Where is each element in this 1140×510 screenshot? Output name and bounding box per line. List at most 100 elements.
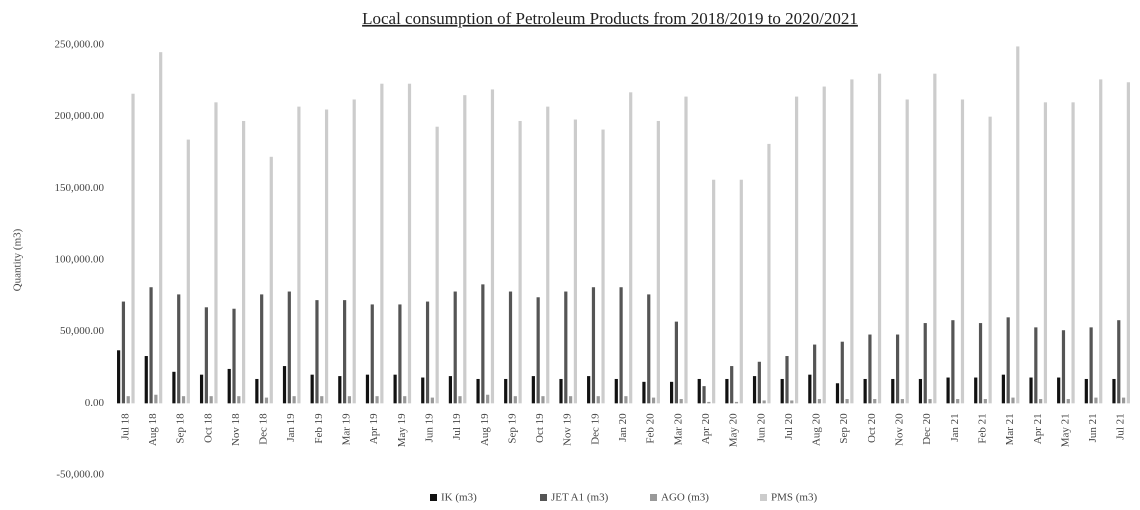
bar bbox=[601, 129, 605, 404]
bar bbox=[845, 399, 849, 404]
bar bbox=[320, 396, 324, 404]
bar bbox=[596, 396, 600, 404]
x-tick-label: Jan 20 bbox=[617, 413, 629, 442]
x-tick-label: Oct 20 bbox=[866, 413, 878, 443]
bar bbox=[121, 301, 126, 404]
x-tick-label: Jul 20 bbox=[783, 413, 795, 440]
bar bbox=[762, 400, 766, 404]
bar bbox=[983, 399, 987, 404]
bar bbox=[508, 291, 513, 404]
bar bbox=[697, 378, 701, 404]
x-tick-label: Apr 20 bbox=[700, 413, 712, 444]
bar bbox=[923, 323, 927, 404]
bar bbox=[863, 378, 867, 404]
bar bbox=[840, 341, 844, 404]
bar bbox=[398, 304, 402, 404]
x-tick-label: Dec 20 bbox=[921, 413, 933, 445]
bar bbox=[154, 394, 158, 404]
x-tick-label: Feb 19 bbox=[313, 413, 325, 444]
y-tick-label: -50,000.00 bbox=[56, 469, 104, 481]
bar bbox=[813, 344, 817, 404]
bar bbox=[767, 143, 771, 404]
bar bbox=[1006, 317, 1010, 404]
bar bbox=[315, 300, 319, 404]
bar bbox=[172, 371, 176, 404]
bar bbox=[458, 396, 462, 404]
legend-label: JET A1 (m3) bbox=[551, 492, 609, 504]
bar bbox=[790, 400, 794, 404]
bar bbox=[504, 378, 508, 404]
bar bbox=[629, 92, 633, 404]
bar bbox=[591, 287, 596, 404]
bar bbox=[425, 301, 430, 404]
bar bbox=[946, 377, 950, 404]
x-tick-label: Aug 18 bbox=[147, 413, 159, 446]
bar bbox=[725, 378, 729, 404]
x-tick-label: Nov 19 bbox=[562, 413, 574, 446]
bar bbox=[642, 381, 646, 404]
bar bbox=[905, 99, 909, 404]
bar bbox=[780, 378, 784, 404]
bar bbox=[564, 291, 568, 404]
bar bbox=[587, 376, 591, 404]
bar bbox=[513, 396, 517, 404]
bar bbox=[435, 126, 439, 404]
bar bbox=[933, 73, 937, 404]
bar bbox=[232, 308, 236, 404]
bar bbox=[227, 368, 231, 404]
bar bbox=[669, 381, 674, 404]
bar bbox=[734, 401, 739, 404]
y-tick-label: 250,000.00 bbox=[55, 39, 105, 51]
bar bbox=[486, 394, 490, 404]
bar bbox=[757, 361, 761, 404]
legend-label: IK (m3) bbox=[441, 492, 477, 504]
x-tick-label: Sep 19 bbox=[506, 413, 518, 444]
bar bbox=[978, 323, 983, 404]
bar bbox=[186, 139, 190, 404]
bar bbox=[822, 86, 826, 404]
bar bbox=[149, 287, 153, 404]
bar bbox=[1089, 327, 1093, 404]
bar bbox=[1029, 377, 1033, 404]
bar bbox=[1016, 46, 1020, 404]
legend-label: AGO (m3) bbox=[661, 492, 709, 504]
bar bbox=[956, 399, 960, 404]
bar bbox=[448, 376, 453, 404]
bar bbox=[674, 321, 678, 404]
y-tick-label: 150,000.00 bbox=[55, 182, 105, 194]
bar bbox=[679, 399, 683, 404]
x-tick-label: Jan 21 bbox=[949, 413, 961, 441]
bar bbox=[131, 93, 135, 404]
bar bbox=[873, 399, 877, 404]
bar bbox=[546, 106, 550, 404]
x-tick-label: Feb 21 bbox=[976, 413, 988, 443]
bar bbox=[1061, 330, 1066, 404]
bar bbox=[951, 320, 955, 404]
bar bbox=[569, 396, 573, 404]
bar bbox=[835, 383, 840, 404]
legend-swatch bbox=[430, 494, 437, 501]
x-tick-label: Nov 20 bbox=[894, 413, 906, 446]
bar bbox=[850, 79, 854, 404]
bar bbox=[817, 399, 822, 404]
bar bbox=[237, 396, 241, 404]
bar bbox=[255, 378, 259, 404]
bar bbox=[352, 99, 356, 404]
bar bbox=[365, 374, 370, 404]
bar bbox=[453, 291, 457, 404]
bar bbox=[960, 99, 965, 404]
bar bbox=[651, 397, 656, 404]
x-tick-label: Jun 19 bbox=[423, 413, 435, 443]
x-tick-label: Aug 20 bbox=[811, 413, 823, 446]
bar bbox=[287, 291, 291, 404]
bar bbox=[260, 294, 264, 404]
bar bbox=[1117, 320, 1121, 404]
bar bbox=[624, 396, 628, 404]
x-tick-label: Sep 18 bbox=[175, 413, 187, 444]
x-tick-label: Jan 19 bbox=[285, 413, 297, 442]
legend-swatch bbox=[540, 494, 547, 501]
bar bbox=[739, 179, 743, 404]
bar bbox=[199, 374, 204, 404]
bar bbox=[1039, 399, 1043, 404]
